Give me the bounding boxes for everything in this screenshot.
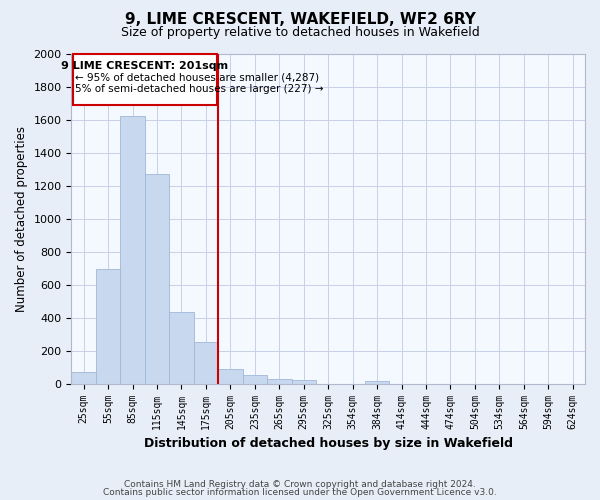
FancyBboxPatch shape — [73, 54, 217, 105]
Bar — [96, 269, 121, 384]
Text: 9 LIME CRESCENT: 201sqm: 9 LIME CRESCENT: 201sqm — [61, 62, 229, 72]
Text: ← 95% of detached houses are smaller (4,287): ← 95% of detached houses are smaller (4,… — [75, 73, 319, 83]
Bar — [145, 174, 169, 384]
Bar — [71, 372, 96, 384]
X-axis label: Distribution of detached houses by size in Wakefield: Distribution of detached houses by size … — [144, 437, 513, 450]
Bar — [267, 378, 292, 384]
Bar — [194, 342, 218, 384]
Bar — [365, 381, 389, 384]
Bar — [121, 116, 145, 384]
Bar — [169, 312, 194, 384]
Text: 5% of semi-detached houses are larger (227) →: 5% of semi-detached houses are larger (2… — [75, 84, 323, 94]
Text: 9, LIME CRESCENT, WAKEFIELD, WF2 6RY: 9, LIME CRESCENT, WAKEFIELD, WF2 6RY — [125, 12, 475, 28]
Bar — [218, 369, 242, 384]
Text: Size of property relative to detached houses in Wakefield: Size of property relative to detached ho… — [121, 26, 479, 39]
Bar — [242, 376, 267, 384]
Y-axis label: Number of detached properties: Number of detached properties — [15, 126, 28, 312]
Text: Contains HM Land Registry data © Crown copyright and database right 2024.: Contains HM Land Registry data © Crown c… — [124, 480, 476, 489]
Text: Contains public sector information licensed under the Open Government Licence v3: Contains public sector information licen… — [103, 488, 497, 497]
Bar — [292, 380, 316, 384]
